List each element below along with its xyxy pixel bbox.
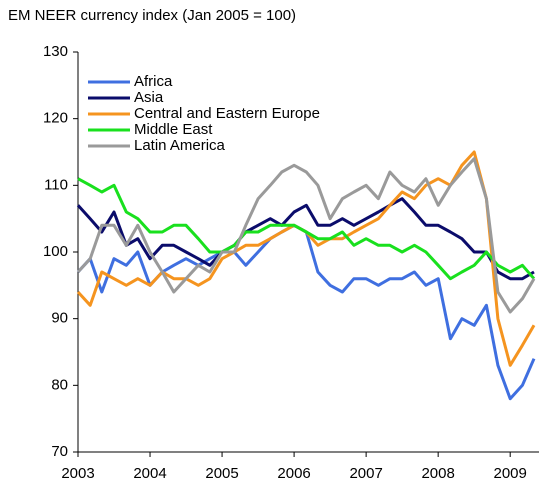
legend-label: Asia (134, 89, 164, 106)
y-tick-label: 110 (44, 176, 68, 193)
y-tick-label: 90 (51, 310, 68, 327)
x-tick-label: 2007 (349, 465, 382, 482)
y-tick-label: 100 (43, 243, 68, 260)
y-tick-label: 130 (43, 43, 68, 60)
y-tick-label: 70 (51, 443, 68, 460)
x-tick-label: 2005 (205, 465, 238, 482)
x-tick-label: 2006 (277, 465, 310, 482)
y-tick-label: 120 (43, 110, 68, 127)
series-line (76, 197, 535, 281)
x-tick-label: 2008 (421, 465, 454, 482)
legend-label: Africa (134, 73, 173, 90)
y-tick-label: 80 (51, 376, 68, 393)
legend-label: Latin America (134, 137, 226, 154)
legend-label: Central and Eastern Europe (134, 105, 320, 122)
legend-label: Middle East (134, 121, 213, 138)
chart-title: EM NEER currency index (Jan 2005 = 100) (8, 7, 296, 24)
series-line (76, 157, 536, 314)
series-line (77, 177, 536, 281)
x-tick-label: 2003 (61, 465, 94, 482)
x-tick-label: 2009 (494, 465, 527, 482)
x-tick-label: 2004 (133, 465, 166, 482)
series-line (76, 150, 536, 367)
